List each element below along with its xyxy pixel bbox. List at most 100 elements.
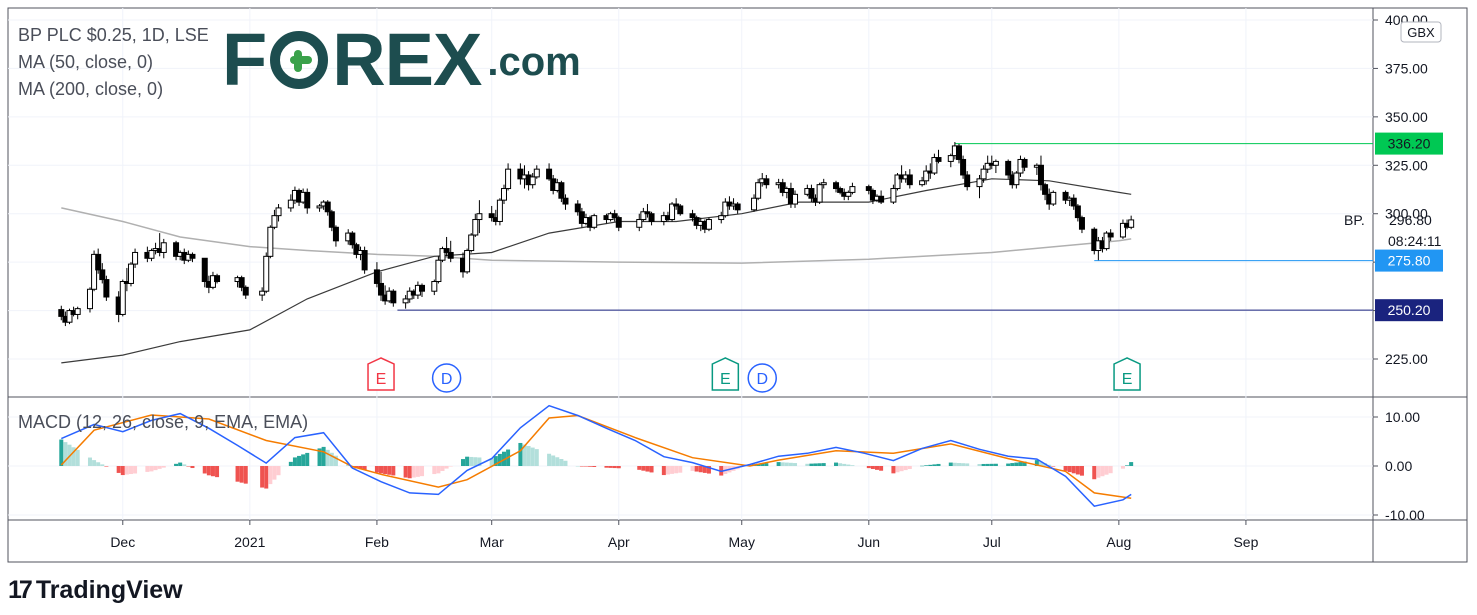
histogram-bar	[949, 463, 953, 466]
candle-body	[936, 158, 941, 162]
histogram-bar	[814, 463, 818, 466]
histogram-bar	[518, 443, 522, 466]
candle	[706, 218, 711, 232]
time-tick-label: Aug	[1106, 534, 1131, 550]
time-tick-label: Apr	[608, 534, 630, 550]
histogram-bar	[871, 466, 875, 469]
histogram-bar	[465, 457, 469, 466]
histogram-bar	[920, 466, 924, 467]
tradingview-brand[interactable]: 17 TradingView	[8, 576, 183, 605]
candle	[465, 249, 470, 274]
histogram-bar	[662, 466, 666, 475]
histogram-bar	[641, 466, 645, 471]
candle-body	[329, 212, 334, 227]
candle-body	[678, 206, 683, 214]
histogram-bar	[104, 466, 108, 467]
histogram-bar	[322, 447, 326, 466]
ma200-legend[interactable]: MA (200, close, 0)	[18, 76, 209, 103]
candle	[592, 214, 597, 229]
histogram-bar	[932, 464, 936, 466]
histogram-bar	[650, 466, 654, 472]
histogram-bar	[1109, 466, 1113, 473]
candle-body	[436, 260, 441, 281]
time-tick-label: May	[729, 534, 755, 550]
candle-body	[489, 214, 494, 218]
histogram-bar	[404, 466, 408, 478]
histogram-bar	[178, 463, 182, 466]
histogram-bar	[838, 463, 842, 466]
histogram-bar	[908, 466, 912, 469]
candle	[215, 274, 220, 284]
price-tick-label: 225.00	[1385, 351, 1428, 367]
time-tick-label: Jul	[983, 534, 1001, 550]
histogram-bar	[1072, 466, 1076, 473]
macd-tick-label: 10.00	[1385, 409, 1420, 425]
time-tick-label: Sep	[1233, 534, 1258, 550]
histogram-bar	[162, 466, 166, 468]
histogram-bar	[592, 466, 596, 467]
histogram-bar	[268, 466, 272, 484]
histogram-bar	[604, 466, 608, 468]
level-tag-label: 275.80	[1388, 253, 1431, 269]
histogram-bar	[691, 466, 695, 471]
histogram-bar	[1080, 466, 1084, 476]
histogram-bar	[957, 463, 961, 466]
candle-body	[243, 287, 248, 295]
histogram-bar	[264, 466, 268, 489]
candle-body	[268, 227, 273, 256]
histogram-bar	[387, 466, 391, 475]
histogram-bar	[1129, 462, 1133, 466]
histogram-bar	[982, 464, 986, 466]
candle-body	[239, 278, 244, 288]
candle-body	[391, 291, 396, 303]
histogram-bar	[531, 448, 535, 466]
candle-body	[866, 187, 871, 191]
symbol-title[interactable]: BP PLC $0.25, 1D, LSE	[18, 22, 209, 49]
candle-body	[616, 218, 621, 228]
histogram-bar	[277, 466, 281, 475]
candle	[128, 262, 133, 286]
histogram-bar	[818, 463, 822, 466]
histogram-bar	[215, 466, 219, 477]
earnings-marker: E	[368, 358, 394, 390]
histogram-bar	[617, 466, 621, 468]
histogram-bar	[678, 466, 682, 473]
histogram-bar	[129, 466, 133, 474]
histogram-bar	[149, 466, 153, 471]
candle-body	[379, 283, 384, 295]
histogram-bar	[924, 465, 928, 466]
histogram-bar	[92, 460, 96, 466]
candle	[268, 225, 273, 258]
dividend-marker: D	[433, 364, 461, 392]
candle-body	[592, 216, 597, 228]
macd-tick-label: -10.00	[1385, 507, 1425, 523]
histogram-bar	[326, 450, 330, 466]
histogram-bar	[842, 464, 846, 466]
histogram-bar	[867, 466, 871, 468]
candle-body	[907, 175, 912, 185]
candle-body	[764, 179, 769, 185]
histogram-bar	[1064, 466, 1068, 471]
histogram-bar	[822, 463, 826, 466]
candle-body	[190, 254, 195, 258]
candle-body	[1075, 206, 1080, 218]
candle-body	[850, 187, 855, 193]
candle-body	[264, 256, 269, 291]
histogram-bar	[76, 450, 80, 466]
candle-body	[563, 198, 568, 204]
candle-body	[59, 310, 64, 317]
candle	[497, 198, 502, 225]
histogram-bar	[977, 464, 981, 466]
histogram-bar	[846, 465, 850, 466]
histogram-bar	[559, 459, 563, 466]
candle-body	[834, 183, 839, 189]
candle-body	[1079, 218, 1084, 230]
histogram-bar	[1010, 463, 1014, 466]
ma50-legend[interactable]: MA (50, close, 0)	[18, 49, 209, 76]
histogram-bar	[436, 466, 440, 473]
histogram-bar	[305, 453, 309, 466]
logo-o-icon	[270, 31, 328, 89]
histogram-bar	[469, 457, 473, 466]
histogram-bar	[445, 466, 449, 469]
histogram-bar	[100, 464, 104, 466]
